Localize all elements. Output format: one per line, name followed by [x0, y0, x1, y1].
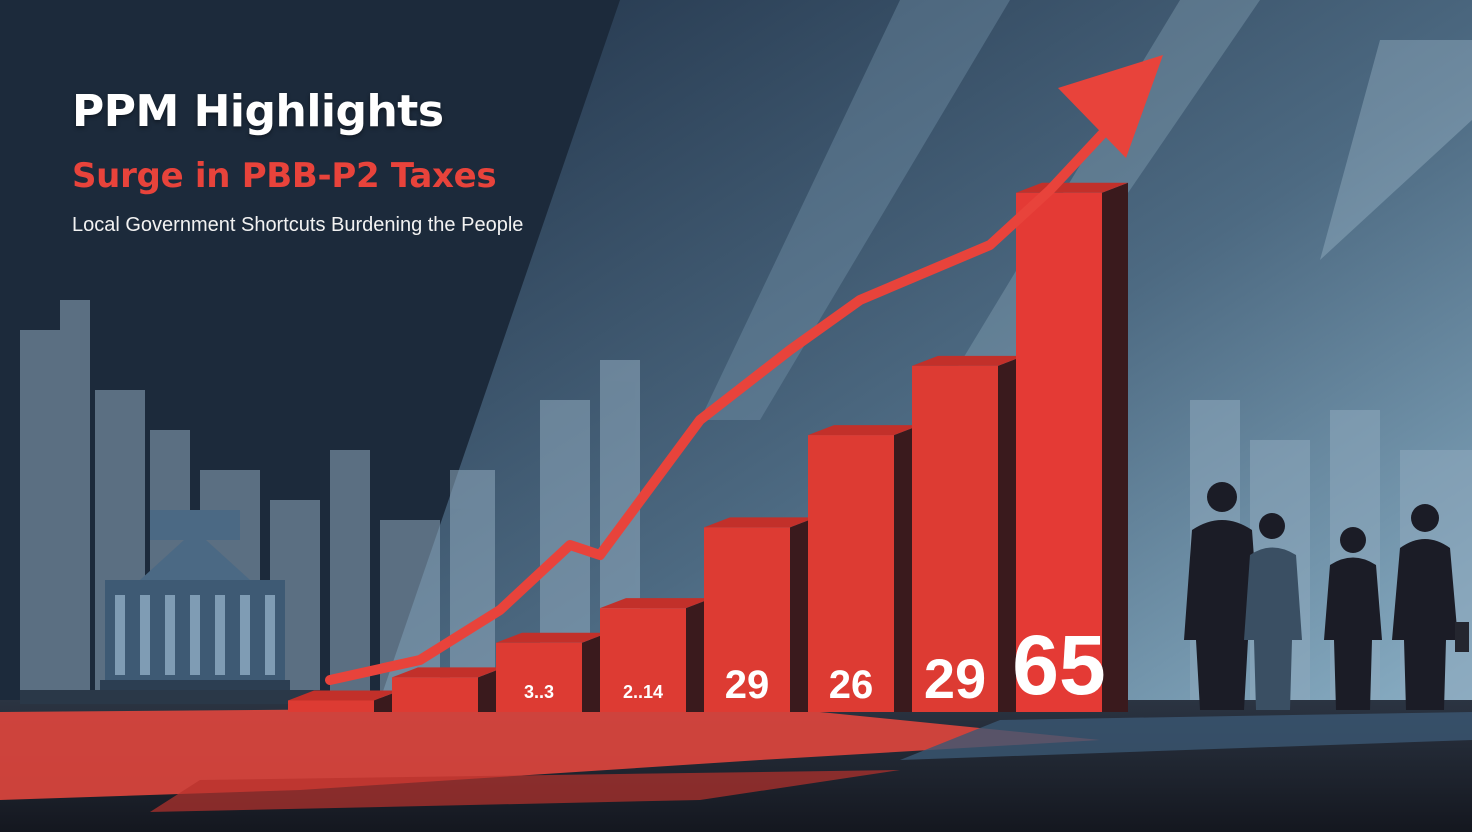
- tagline: Local Government Shortcuts Burdening the…: [72, 214, 524, 236]
- bar-data-label: 2..14: [623, 682, 663, 702]
- people-silhouettes: [1184, 482, 1469, 710]
- page-title: PPM Highlights: [72, 86, 444, 137]
- blue-floor-streak: [900, 712, 1472, 760]
- bar-data-label: 29: [725, 663, 770, 707]
- bar: [808, 425, 920, 712]
- sky-streak: [1320, 40, 1472, 260]
- page-subtitle: Surge in PBB-P2 Taxes: [72, 156, 497, 196]
- bar-series: [288, 182, 1128, 712]
- data-label-group: 3..3 2..14 29 26 29 65: [524, 618, 1106, 712]
- bar-data-label: 29: [924, 647, 986, 710]
- red-floor-stain: [150, 770, 900, 812]
- trend-arrow-icon: [325, 55, 1163, 685]
- bar: [392, 667, 504, 712]
- government-building-icon: [20, 510, 320, 704]
- bar-data-label: 3..3: [524, 682, 554, 702]
- bar: [1016, 182, 1128, 712]
- red-floor-stain: [0, 706, 1100, 800]
- bar-data-label: 26: [829, 663, 874, 707]
- sky-streak: [700, 0, 1010, 420]
- bar-data-label: 65: [1012, 618, 1105, 712]
